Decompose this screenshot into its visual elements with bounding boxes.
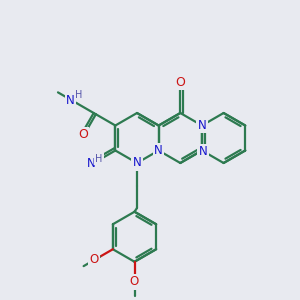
Text: N: N xyxy=(86,157,95,170)
Text: N: N xyxy=(133,157,141,169)
Text: N: N xyxy=(199,145,207,158)
Text: O: O xyxy=(176,76,185,89)
Text: H: H xyxy=(95,154,103,164)
Text: N: N xyxy=(154,144,163,157)
Text: O: O xyxy=(78,128,88,141)
Text: N: N xyxy=(198,119,206,132)
Text: N: N xyxy=(66,94,75,107)
Text: O: O xyxy=(89,253,98,266)
Text: O: O xyxy=(130,275,139,288)
Text: H: H xyxy=(75,91,82,100)
